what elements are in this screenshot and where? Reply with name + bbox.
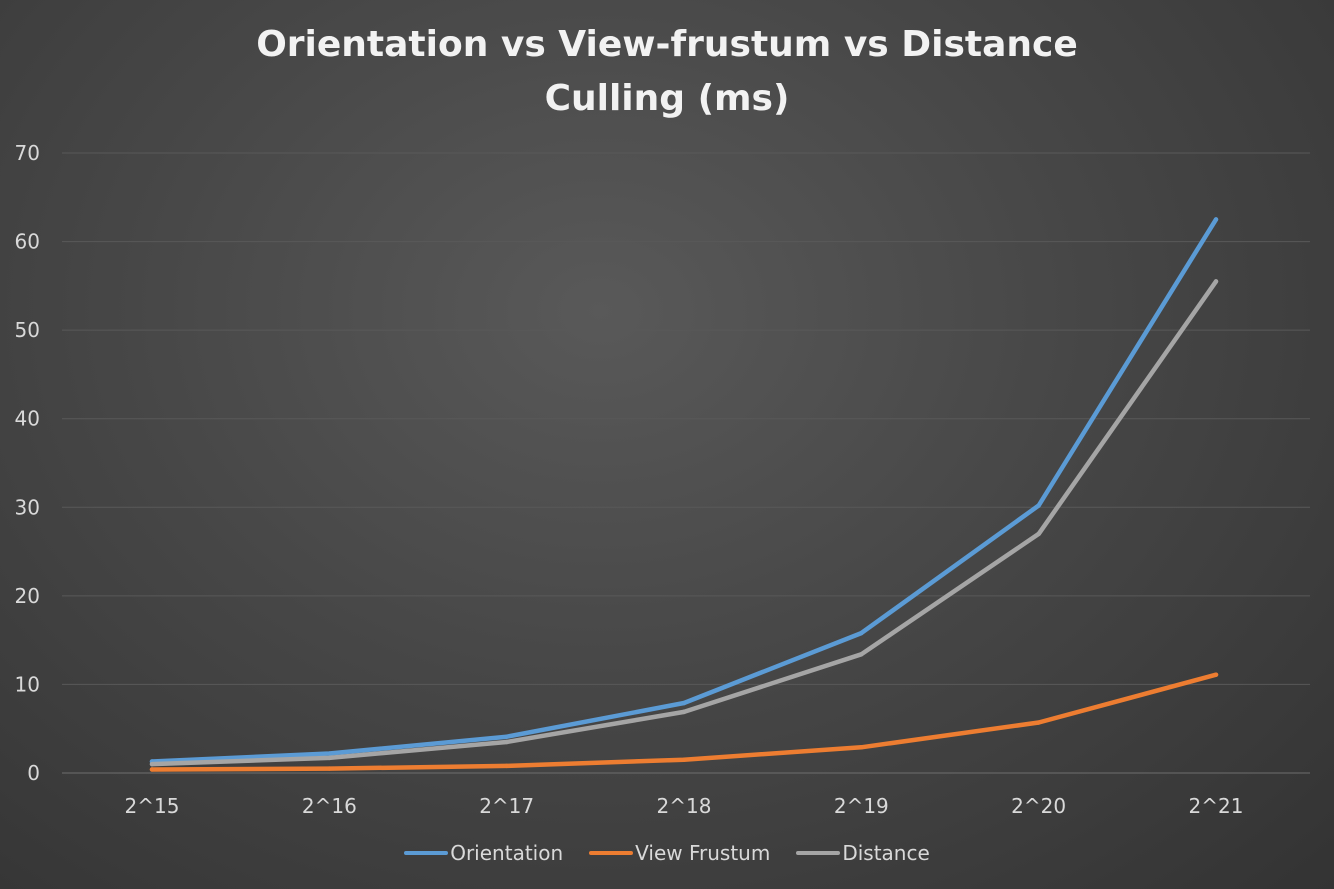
x-tick-label: 2^20 <box>1011 794 1066 818</box>
data-point-view-frustum <box>681 757 687 762</box>
data-point-distance <box>859 652 864 657</box>
x-tick-label: 2^21 <box>1189 794 1244 818</box>
data-point-distance <box>327 755 332 761</box>
legend-item: Distance <box>796 841 930 865</box>
legend-label: View Frustum <box>635 841 771 865</box>
data-point-distance <box>504 739 509 745</box>
legend-item: Orientation <box>404 841 563 865</box>
data-point-orientation <box>327 751 332 756</box>
x-tick-label: 2^16 <box>302 794 357 818</box>
data-point-distance <box>681 709 687 715</box>
data-point-distance <box>1213 279 1219 284</box>
legend-swatch <box>404 851 449 855</box>
legend-label: Distance <box>842 841 930 865</box>
data-point-orientation <box>504 734 509 739</box>
x-tick-label: 2^17 <box>479 794 534 818</box>
x-tick-label: 2^18 <box>657 794 712 818</box>
data-point-view-frustum <box>504 763 509 769</box>
data-point-orientation <box>681 700 687 706</box>
y-tick-label: 60 <box>15 230 40 254</box>
data-point-view-frustum <box>1036 720 1041 725</box>
data-point-view-frustum <box>859 745 864 750</box>
data-point-orientation <box>1036 503 1041 508</box>
x-tick-label: 2^15 <box>125 794 180 818</box>
legend-label: Orientation <box>450 841 564 865</box>
data-point-distance <box>149 761 155 767</box>
chart-title: Orientation vs View-frustum vs Distance … <box>0 18 1334 126</box>
legend-swatch <box>796 851 841 855</box>
data-point-orientation <box>859 630 864 636</box>
legend-item: View Frustum <box>589 841 770 865</box>
chart-title-line-2: Culling (ms) <box>544 78 790 119</box>
series-line-orientation <box>149 217 1219 764</box>
y-tick-label: 10 <box>15 672 40 696</box>
data-point-distance <box>1036 531 1041 537</box>
y-tick-label: 40 <box>15 407 40 431</box>
data-point-orientation <box>1213 217 1219 222</box>
y-tick-label: 70 <box>15 141 40 165</box>
data-point-view-frustum <box>1213 672 1219 677</box>
y-tick-label: 30 <box>15 495 40 519</box>
x-tick-label: 2^19 <box>834 794 889 818</box>
legend-swatch <box>589 851 634 855</box>
y-tick-label: 0 <box>27 761 40 785</box>
y-tick-label: 50 <box>15 318 40 342</box>
data-point-view-frustum <box>327 766 332 771</box>
chart-title-line-1: Orientation vs View-frustum vs Distance <box>256 24 1078 65</box>
chart-legend: Orientation View Frustum Distance <box>0 841 1334 865</box>
data-point-view-frustum <box>149 767 155 772</box>
y-tick-label: 20 <box>15 584 40 608</box>
series-line-distance <box>149 279 1219 767</box>
